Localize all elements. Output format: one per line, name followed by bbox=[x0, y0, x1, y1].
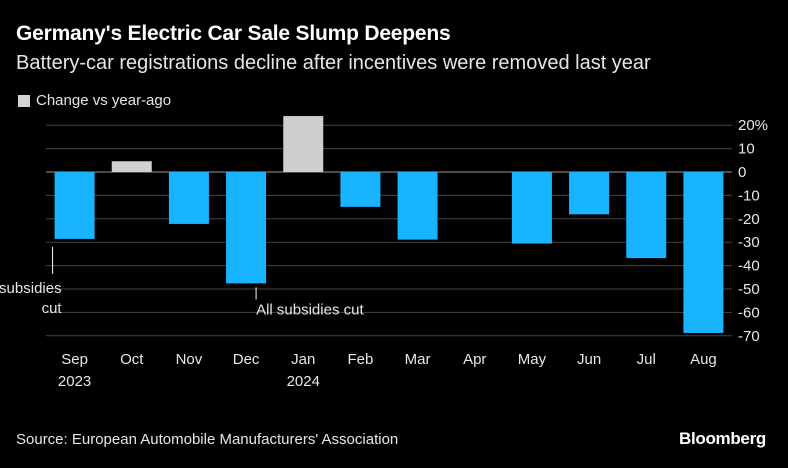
y-tick-label: -20 bbox=[738, 211, 760, 228]
chart-subtitle: Battery-car registrations decline after … bbox=[16, 52, 651, 74]
y-tick-label: -70 bbox=[738, 328, 760, 345]
x-tick-label: Jun bbox=[577, 351, 601, 368]
bar bbox=[511, 172, 552, 244]
x-tick-label: Jan bbox=[291, 351, 315, 368]
y-tick-label: 10 bbox=[738, 141, 755, 158]
bar bbox=[340, 172, 381, 207]
y-tick-label: -60 bbox=[738, 304, 760, 321]
y-tick-label: -50 bbox=[738, 281, 760, 298]
annotation-text: cut bbox=[42, 300, 63, 317]
legend: Change vs year-ago bbox=[18, 92, 171, 109]
legend-swatch bbox=[18, 94, 30, 107]
bar bbox=[226, 172, 267, 284]
bar bbox=[626, 172, 667, 259]
bar bbox=[111, 161, 152, 172]
annotation-text: Fleet subsidies bbox=[0, 280, 62, 297]
source-note: Source: European Automobile Manufacturer… bbox=[16, 431, 399, 448]
chart-title: Germany's Electric Car Sale Slump Deepen… bbox=[16, 22, 451, 45]
bar bbox=[397, 172, 438, 240]
y-tick-label: -10 bbox=[738, 187, 760, 204]
x-tick-label: Feb bbox=[347, 351, 373, 368]
x-year-label: 2023 bbox=[58, 373, 91, 390]
legend-label: Change vs year-ago bbox=[36, 92, 172, 109]
bloomberg-logo: Bloomberg bbox=[678, 429, 766, 448]
x-tick-label: Sep bbox=[61, 351, 88, 368]
bar bbox=[54, 172, 95, 239]
bar bbox=[683, 172, 724, 333]
x-tick-label: Dec bbox=[233, 351, 260, 368]
bar bbox=[569, 172, 610, 215]
x-tick-label: Aug bbox=[690, 351, 717, 368]
bar bbox=[168, 172, 209, 224]
x-tick-label: Apr bbox=[463, 351, 486, 368]
x-tick-label: Oct bbox=[120, 351, 144, 368]
y-tick-label: -40 bbox=[738, 258, 760, 275]
y-tick-label: 0 bbox=[738, 164, 746, 181]
x-tick-label: Jul bbox=[637, 351, 656, 368]
x-year-label: 2024 bbox=[287, 373, 320, 390]
y-tick-label: 20% bbox=[738, 117, 768, 134]
x-tick-label: May bbox=[518, 351, 547, 368]
annotation-text: All subsidies cut bbox=[256, 301, 364, 318]
bar bbox=[283, 116, 324, 172]
x-tick-label: Mar bbox=[405, 351, 431, 368]
y-tick-label: -30 bbox=[738, 234, 760, 251]
x-tick-label: Nov bbox=[176, 351, 203, 368]
